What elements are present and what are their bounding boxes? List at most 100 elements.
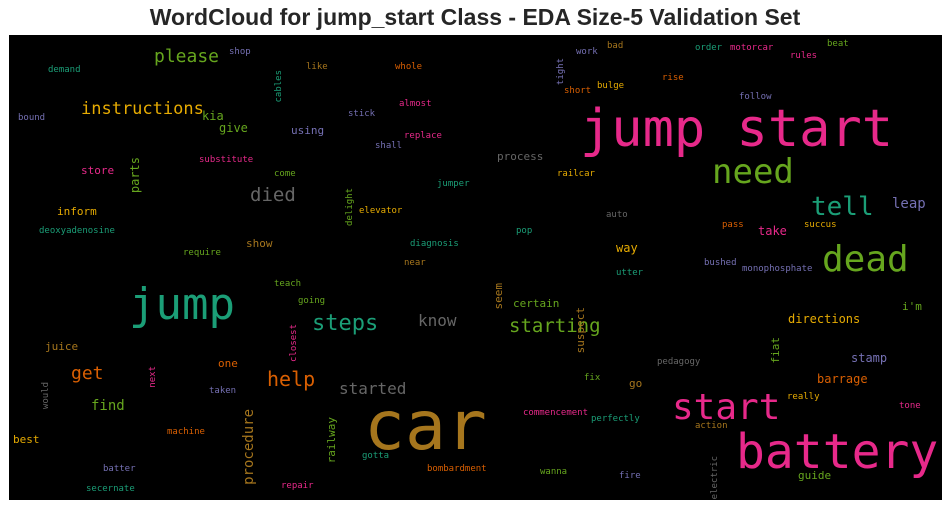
word-bulge: bulge <box>597 81 625 91</box>
word-replace: replace <box>404 131 442 141</box>
word-really: really <box>787 392 820 402</box>
word-cloud-canvas: jump start car battery jump start dead need tel… <box>9 35 942 500</box>
word-need: need <box>712 152 794 192</box>
word-cables: cables <box>274 70 284 103</box>
word-wanna: wanna <box>540 467 568 477</box>
word-electric: electric <box>710 456 720 500</box>
word-starting: starting <box>509 315 601 337</box>
word-deoxyadenosine: deoxyadenosine <box>39 226 115 236</box>
word-juice: juice <box>45 340 79 353</box>
word-know: know <box>418 311 457 330</box>
word-bound: bound <box>18 113 46 123</box>
word-beat: beat <box>827 39 849 49</box>
word-jump: jump <box>129 279 235 330</box>
word-gotta: gotta <box>362 451 390 461</box>
word-substitute: substitute <box>199 155 254 165</box>
word-tight: tight <box>556 58 566 86</box>
word-next: next <box>148 366 158 388</box>
word-almost: almost <box>399 99 432 109</box>
word-succus: succus <box>804 220 837 230</box>
word-jumper: jumper <box>437 179 470 189</box>
word-closest: closest <box>289 324 299 362</box>
word-machine: machine <box>167 427 205 437</box>
word-fire: fire <box>619 471 641 481</box>
word-would: would <box>41 382 51 410</box>
word-auto: auto <box>606 210 628 220</box>
word-whole: whole <box>395 62 423 72</box>
word-barrage: barrage <box>817 372 868 386</box>
word-bushed: bushed <box>704 258 737 268</box>
word-using: using <box>291 124 325 137</box>
word-process: process <box>497 150 544 163</box>
word-short: short <box>564 86 592 96</box>
word-best: best <box>13 433 40 446</box>
word-died: died <box>250 184 296 206</box>
word-monophosphate: monophosphate <box>742 264 813 274</box>
word-help: help <box>267 367 316 391</box>
word-rules: rules <box>790 51 818 61</box>
word-instructions: instructions <box>81 99 204 119</box>
word-stick: stick <box>348 109 376 119</box>
word-order: order <box>695 43 723 53</box>
word-railcar: railcar <box>557 169 595 179</box>
word-teach: teach <box>274 279 302 289</box>
word-guide: guide <box>798 469 832 482</box>
word-parts: parts <box>128 157 142 194</box>
word-dead: dead <box>822 239 909 280</box>
word-seem: seem <box>492 283 505 310</box>
word-car: car <box>364 387 487 466</box>
word-battery: battery <box>736 424 939 480</box>
word-come: come <box>274 169 296 179</box>
word-pass: pass <box>722 220 744 230</box>
word-bombardment: bombardment <box>427 464 487 474</box>
word-steps: steps <box>312 311 379 336</box>
word-motorcar: motorcar <box>730 43 774 53</box>
word-take: take <box>758 224 787 238</box>
word-demand: demand <box>48 65 81 75</box>
word-started: started <box>339 379 407 398</box>
word-get: get <box>71 363 104 384</box>
word-tone: tone <box>899 401 921 411</box>
word-inform: inform <box>57 205 97 218</box>
word-give: give <box>219 121 248 135</box>
word-rise: rise <box>662 73 684 83</box>
word-find: find <box>91 398 125 414</box>
word-way: way <box>616 241 638 255</box>
word-taken: taken <box>209 386 237 396</box>
word-one: one <box>218 357 238 370</box>
word-start: start <box>672 387 781 428</box>
word-delight: delight <box>345 188 355 226</box>
word-shop: shop <box>229 47 251 57</box>
word-action: action <box>695 421 728 431</box>
word-bad: bad <box>607 41 624 51</box>
word-stamp: stamp <box>851 351 888 365</box>
word-directions: directions <box>788 312 861 326</box>
word-leap: leap <box>892 196 926 212</box>
word-railway: railway <box>325 417 338 464</box>
word-pop: pop <box>516 226 533 236</box>
word-going: going <box>298 296 326 306</box>
word-perfectly: perfectly <box>591 414 640 424</box>
word-fiat: fiat <box>769 337 782 364</box>
word-show: show <box>246 237 273 250</box>
word-suspect: suspect <box>574 307 587 354</box>
word-like: like <box>306 62 328 72</box>
word-tell: tell <box>811 192 874 222</box>
chart-title: WordCloud for jump_start Class - EDA Siz… <box>149 4 801 30</box>
word-fix: fix <box>584 373 601 383</box>
word-certain: certain <box>513 297 560 310</box>
word-i-m: i'm <box>902 300 922 313</box>
word-commencement: commencement <box>523 408 589 418</box>
word-work: work <box>576 47 598 57</box>
word-please: please <box>154 46 220 67</box>
word-procedure: procedure <box>241 409 257 485</box>
word-store: store <box>81 164 115 177</box>
word-require: require <box>183 248 221 258</box>
word-shall: shall <box>375 141 403 151</box>
word-batter: batter <box>103 464 136 474</box>
word-go: go <box>629 377 643 390</box>
word-kia: kia <box>202 109 224 123</box>
word-elevator: elevator <box>359 206 403 216</box>
word-near: near <box>404 258 426 268</box>
word-secernate: secernate <box>86 484 135 494</box>
